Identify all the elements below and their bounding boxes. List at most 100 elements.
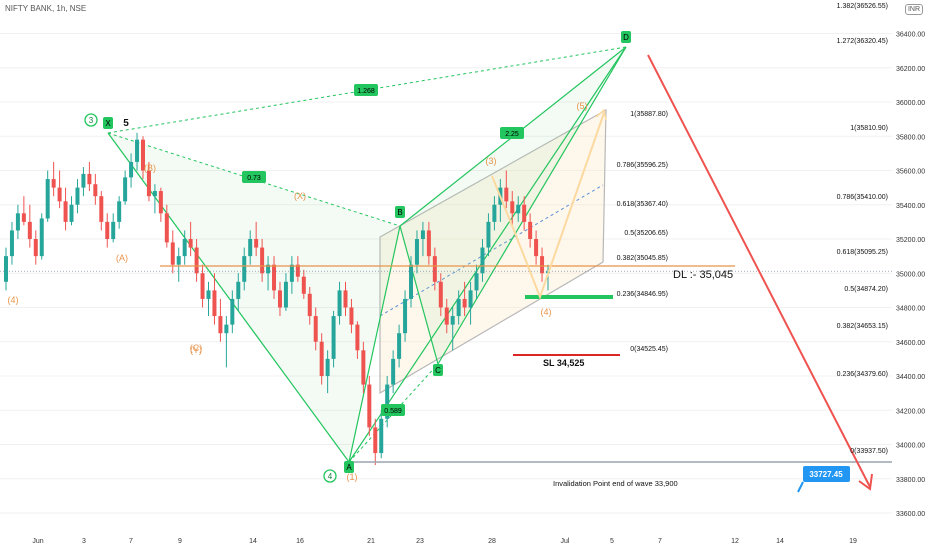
x-tick-label: 14 [776,538,784,545]
y-tick-label: 35000.00 [896,271,925,278]
candle-body [105,221,110,239]
candle-body [218,316,223,334]
fib-right-label: 1(35810.90) [850,125,888,132]
wave-label-black: 5 [123,118,129,129]
candle-body [158,191,163,214]
currency-badge[interactable]: INR [904,4,923,15]
candle-body [15,213,20,231]
fib-right-label: 0.618(35095.25) [837,249,888,256]
fib-right-label: 0.236(34379.60) [837,371,888,378]
candle-body [146,170,151,197]
fib-left-label: 0.786(35596.25) [617,162,668,169]
x-tick-label: 28 [488,538,496,545]
candle-body [57,187,62,202]
candle-body [63,201,68,222]
dl-annotation: DL :- 35,045 [673,269,733,281]
candle-body [373,427,378,454]
fib-right-label: 0.5(34874.20) [844,286,888,293]
x-tick-label: 12 [731,538,739,545]
candle-body [331,316,336,359]
harmonic-ratio-label: 1.268 [357,88,375,95]
harmonic-ratio-label: 0.73 [247,175,261,182]
y-tick-label: 33800.00 [896,477,925,484]
candle-body [528,221,533,239]
y-tick-label: 35800.00 [896,134,925,141]
y-tick-label: 36000.00 [896,100,925,107]
candle-body [385,384,390,419]
candle-body [4,256,8,282]
candle-body [426,230,431,257]
harmonic-leg [399,225,439,365]
wave-label-orange: (Y) [190,345,202,355]
candle-body [462,298,467,308]
candle-body [349,307,354,325]
candle-body [313,316,318,342]
invalidation-annotation: Invalidation Point end of wave 33,900 [553,479,678,488]
symbol-title: NIFTY BANK, 1h, NSE [5,4,87,13]
wave-label-orange: (C) [190,343,203,353]
candle-body [242,256,247,282]
y-tick-label: 33600.00 [896,511,925,518]
x-tick-label: 16 [296,538,304,545]
harmonic-point-label: X [105,119,111,128]
candle-body [45,179,50,219]
candle-body [236,281,241,299]
candle-body [9,230,14,257]
candle-body [283,281,288,308]
candle-body [403,298,408,334]
candle-body [492,204,497,222]
candle-body [438,281,443,308]
fib-levels: 1(35887.80) 0.786(35596.25) 0.618(35367.40… [617,3,931,472]
candle-body [230,298,235,325]
fib-left-label: 0(34525.45) [630,346,668,353]
x-tick-label: 7 [129,538,133,545]
x-tick-label: 14 [249,538,257,545]
harmonic-ratio-label: 0.589 [384,408,402,415]
x-tick-label: 9 [178,538,182,545]
candle-body [414,239,419,265]
candle-body [81,173,86,188]
wave-label-orange: (4) [8,295,19,305]
candle-body [379,418,384,454]
candle-body [319,341,324,376]
candle-body [474,273,479,291]
candle-body [516,204,521,214]
wave-label-orange: (1) [347,472,358,482]
fib-right-label: 0.382(34653.15) [837,323,888,330]
wave-label-green: 4 [328,472,333,481]
candle-body [75,187,80,205]
harmonic-ratio-box [500,127,524,139]
candle-body [200,273,205,299]
harmonic-leg [437,46,627,365]
y-tick-label: 34000.00 [896,443,925,450]
target-box-label: 33727.45 [809,470,843,479]
candle-body [337,290,342,317]
harmonic-point-label: C [435,366,441,375]
candle-body [39,218,44,257]
x-tick-label: 23 [416,538,424,545]
candle-body [534,239,539,257]
candle-body [367,384,372,428]
candle-body [212,290,217,317]
candle-body [27,221,32,239]
harmonic-triangle-xab [108,133,400,462]
harmonic-point-box [103,117,113,129]
target-box-tail [797,481,804,493]
harmonic-ratio-box [354,84,378,96]
y-tick-label: 34200.00 [896,408,925,415]
candle-body [468,290,473,308]
candle-body [480,247,485,274]
x-tick-label: 19 [849,538,857,545]
candle-body [522,204,527,222]
elliott-projection [491,112,605,300]
y-tick-label: 34800.00 [896,306,925,313]
candle-body [260,247,265,274]
fib-left-label: 0.236(34846.95) [617,291,668,298]
y-tick-label: 34400.00 [896,374,925,381]
candle-body [87,173,92,185]
candle-body [224,324,229,334]
harmonic-point-box [621,31,631,43]
candle-body [140,139,145,171]
candle-body [355,324,360,351]
